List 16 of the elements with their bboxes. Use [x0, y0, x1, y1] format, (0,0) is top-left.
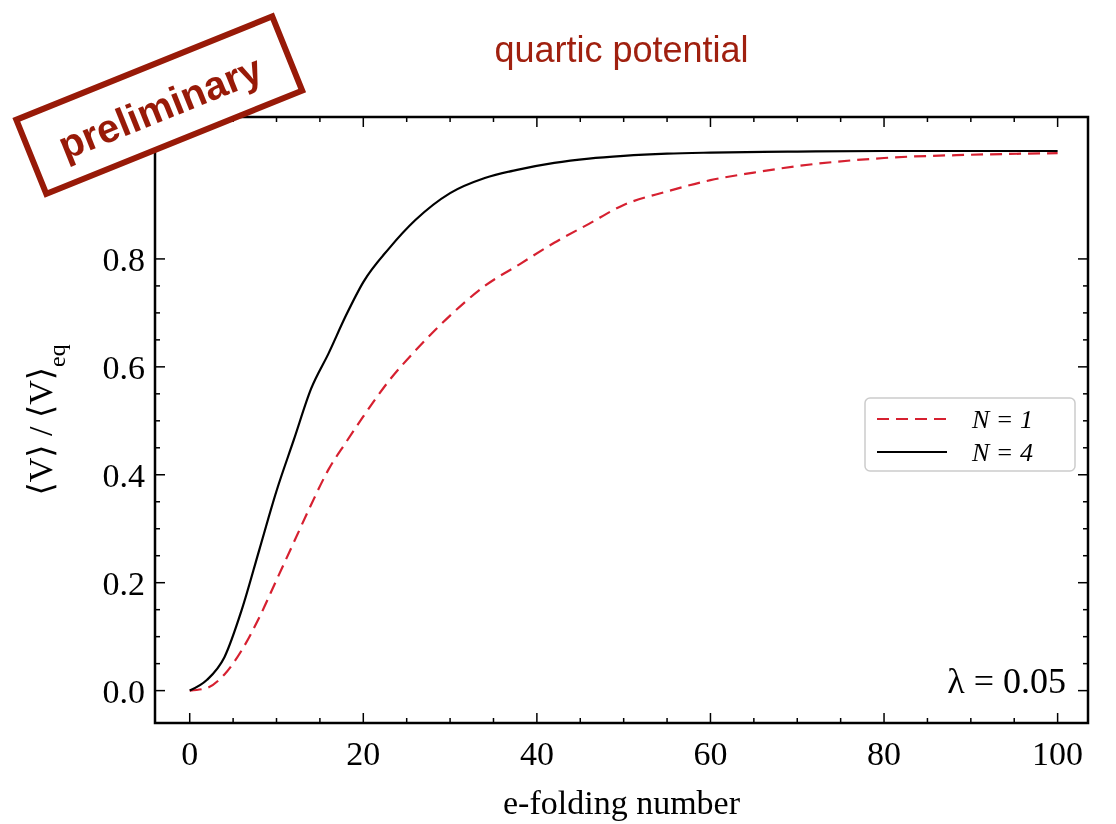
- y-tick-label: 0.4: [102, 456, 145, 494]
- x-tick-label: 0: [181, 735, 199, 772]
- y-tick-label: 0.8: [102, 240, 145, 278]
- x-tick-label: 60: [693, 735, 728, 772]
- x-tick-label: 40: [519, 735, 554, 772]
- chart-title: quartic potential: [494, 29, 749, 70]
- y-tick-label: 0.2: [102, 564, 145, 602]
- x-tick-label: 100: [1032, 735, 1084, 772]
- legend-label: N = 1: [971, 405, 1033, 434]
- x-tick-label: 20: [346, 735, 381, 772]
- y-tick-label: 0.0: [102, 672, 145, 710]
- legend-label: N = 4: [971, 438, 1033, 467]
- y-tick-label: 0.6: [102, 348, 145, 386]
- annotation: λ = 0.05: [947, 661, 1066, 701]
- x-axis-title: e-folding number: [503, 784, 741, 821]
- x-tick-label: 80: [867, 735, 902, 772]
